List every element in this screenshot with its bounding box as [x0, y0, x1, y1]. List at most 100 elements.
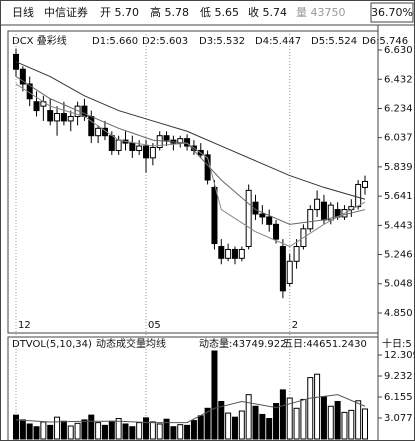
candle-body	[245, 189, 252, 248]
volume-bar	[273, 403, 280, 440]
volume-bar	[286, 397, 293, 440]
volume-bar	[231, 416, 238, 440]
volume-bar	[122, 423, 129, 440]
candle-body	[129, 142, 136, 151]
y-tick-label: 12.309	[384, 350, 415, 361]
volume-bar	[26, 423, 33, 440]
candle-body	[60, 113, 67, 122]
change: 36.70%	[371, 6, 413, 19]
y-tick-label: 5.641	[384, 191, 413, 202]
candle-body	[95, 127, 102, 137]
candle-body	[47, 110, 54, 122]
indicator-label: D2:5.603	[142, 36, 188, 47]
volume-bar	[190, 420, 197, 440]
volume-bar	[47, 424, 54, 440]
volume-bar	[81, 419, 88, 440]
y-tick-label: 5.048	[384, 279, 413, 290]
volume-bar	[108, 420, 115, 440]
average-line	[15, 394, 366, 424]
header-item: 日线	[12, 5, 34, 19]
indicator-label: DCX 叠彩线	[12, 34, 67, 47]
candle-body	[163, 135, 170, 141]
volume-bar	[334, 400, 341, 440]
candle-body	[143, 145, 150, 159]
candle-body	[362, 181, 368, 188]
volume-bar	[252, 405, 259, 440]
volume-bar	[245, 394, 252, 440]
candle-body	[320, 201, 327, 221]
candle-body	[13, 53, 19, 70]
candle-body	[273, 223, 280, 240]
candle-body	[238, 248, 245, 259]
candle-body	[156, 135, 163, 149]
candle-body	[266, 216, 273, 225]
volume-bar	[19, 419, 26, 440]
volume-bar	[355, 400, 362, 440]
volume-bar	[129, 426, 136, 440]
volume-bar	[95, 422, 102, 440]
y-tick-label: 6.037	[384, 133, 413, 144]
indicator-label: 五日:44651.2430	[283, 339, 367, 350]
volume-bar	[33, 426, 40, 440]
header-item: 中信证券	[44, 5, 88, 19]
x-tick-label: 05	[148, 320, 161, 331]
candle-body	[218, 246, 225, 259]
y-tick-label: 6.155	[384, 392, 413, 403]
volume-bar	[60, 420, 67, 440]
volume-bar	[211, 350, 218, 440]
candle-body	[231, 248, 238, 259]
candle-body	[115, 139, 122, 151]
candle-body	[19, 68, 26, 85]
y-tick-label: 5.246	[384, 249, 413, 260]
volume-bar	[197, 415, 204, 440]
candle-body	[33, 101, 40, 112]
indicator-label: 十日:5	[382, 337, 412, 350]
candle-body	[149, 147, 156, 159]
y-tick-label: 6.630	[384, 45, 413, 56]
candle-body	[81, 105, 88, 117]
volume-bar	[156, 423, 163, 440]
candle-body	[327, 204, 334, 221]
candle-body	[252, 201, 259, 215]
candle-body	[184, 138, 191, 147]
volume-bar	[279, 389, 286, 440]
header-item: 开 5.70	[100, 6, 139, 19]
header-item: 高 5.78	[150, 5, 189, 19]
volume-bar	[204, 407, 211, 440]
volume-bar	[143, 417, 150, 440]
candle-body	[225, 248, 232, 259]
indicator-label: D6:5.746	[362, 36, 408, 47]
volume-bar	[88, 414, 95, 440]
x-tick-label: 2	[292, 320, 298, 331]
volume-bar	[238, 410, 245, 440]
indicator-label: D5:5.524	[311, 36, 357, 47]
volume-bar	[362, 408, 368, 440]
candle-body	[314, 198, 321, 211]
volume-bar	[314, 373, 321, 440]
volume-bar	[40, 421, 47, 440]
y-tick-label: 4.850	[384, 308, 413, 319]
indicator-label: 动态量:43749.922	[199, 337, 286, 350]
candle-body	[279, 246, 286, 292]
candle-body	[54, 113, 61, 122]
volume-bar	[101, 424, 108, 440]
indicator-label: D3:5.532	[199, 36, 245, 47]
y-tick-label: 3.077	[384, 413, 413, 424]
x-tick-label: 12	[18, 320, 31, 331]
volume-bar	[259, 413, 266, 440]
candle-body	[177, 138, 184, 144]
volume-bar	[163, 418, 170, 440]
candle-body	[108, 135, 115, 151]
volume-bar	[348, 409, 355, 440]
candle-body	[67, 115, 74, 122]
volume-bar	[149, 421, 156, 440]
volume-bar	[74, 422, 81, 440]
volume-bar	[293, 407, 300, 440]
y-tick-label: 5.443	[384, 220, 413, 231]
indicator-label: D4:5.447	[255, 36, 301, 47]
candle-body	[286, 260, 293, 284]
volume-bar	[170, 426, 177, 440]
candle-body	[211, 186, 218, 245]
volume-bar	[307, 377, 314, 440]
